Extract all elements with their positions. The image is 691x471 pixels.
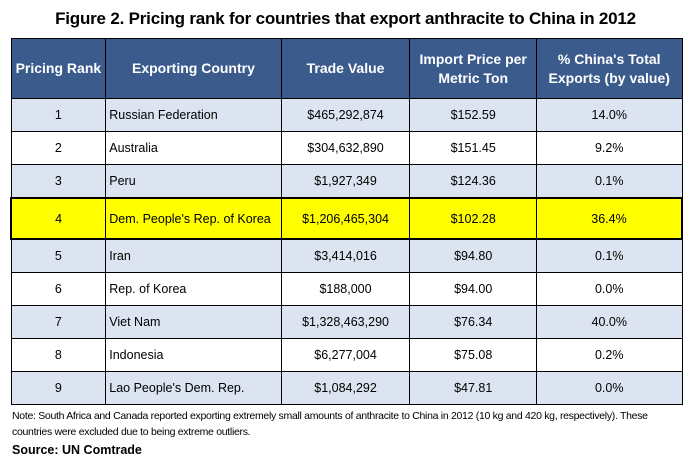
figure-title: Figure 2. Pricing rank for countries tha…	[55, 9, 636, 28]
rank-cell: 7	[10, 305, 107, 339]
trade-value-cell: $188,000	[280, 272, 411, 306]
header-exporting-country: Exporting Country	[105, 38, 282, 99]
footnote: Note: South Africa and Canada reported e…	[12, 410, 648, 438]
trade-value-cell: $6,277,004	[280, 338, 411, 372]
country-cell: Dem. People's Rep. of Korea	[105, 197, 282, 240]
country-cell: Indonesia	[105, 338, 282, 372]
table-row: 2 Australia $304,632,890 $151.45 9.2%	[10, 131, 683, 165]
import-price-cell: $102.28	[409, 197, 537, 240]
rank-cell: 6	[10, 272, 107, 306]
trade-value-cell: $3,414,016	[280, 238, 411, 273]
rank-cell: 5	[10, 238, 107, 273]
china-share-cell: 0.1%	[535, 238, 683, 273]
import-price-cell: $124.36	[409, 164, 537, 199]
table-row: 9 Lao People's Dem. Rep. $1,084,292 $47.81 0…	[10, 371, 683, 405]
trade-value-cell: $1,206,465,304	[280, 197, 411, 240]
trade-value-cell: $1,927,349	[280, 164, 411, 199]
import-price-cell: $94.80	[409, 238, 537, 273]
rank-cell: 3	[10, 164, 107, 199]
table-row: 6 Rep. of Korea $188,000 $94.00 0.0%	[10, 272, 683, 306]
rank-cell: 1	[10, 98, 107, 132]
trade-value-cell: $465,292,874	[280, 98, 411, 132]
import-price-cell: $94.00	[409, 272, 537, 306]
rank-cell: 2	[10, 131, 107, 165]
country-cell: Peru	[105, 164, 282, 199]
rank-cell: 9	[10, 371, 107, 405]
header-trade-value: Trade Value	[280, 38, 411, 99]
china-share-cell: 36.4%	[535, 197, 683, 240]
header-row: Pricing Rank Exporting Country Trade Val…	[10, 38, 683, 99]
table-row: 5 Iran $3,414,016 $94.80 0.1%	[10, 238, 683, 273]
header-china-share: % China's Total Exports (by value)	[535, 38, 683, 99]
trade-value-cell: $1,328,463,290	[280, 305, 411, 339]
china-share-cell: 0.1%	[535, 164, 683, 199]
china-share-cell: 14.0%	[535, 98, 683, 132]
rank-cell: 4	[10, 197, 107, 240]
country-cell: Iran	[105, 238, 282, 273]
china-share-cell: 0.0%	[535, 272, 683, 306]
header-import-price: Import Price per Metric Ton	[409, 38, 537, 99]
trade-value-cell: $1,084,292	[280, 371, 411, 405]
country-cell: Australia	[105, 131, 282, 165]
china-share-cell: 0.2%	[535, 338, 683, 372]
import-price-cell: $152.59	[409, 98, 537, 132]
china-share-cell: 9.2%	[535, 131, 683, 165]
country-cell: Rep. of Korea	[105, 272, 282, 306]
china-share-cell: 40.0%	[535, 305, 683, 339]
country-cell: Viet Nam	[105, 305, 282, 339]
table-row: 1 Russian Federation $465,292,874 $152.59 14…	[10, 98, 683, 132]
table-row: 8 Indonesia $6,277,004 $75.08 0.2%	[10, 338, 683, 372]
import-price-cell: $75.08	[409, 338, 537, 372]
import-price-cell: $47.81	[409, 371, 537, 405]
country-cell: Russian Federation	[105, 98, 282, 132]
trade-value-cell: $304,632,890	[280, 131, 411, 165]
table-row: 7 Viet Nam $1,328,463,290 $76.34 40.0%	[10, 305, 683, 339]
country-cell: Lao People's Dem. Rep.	[105, 371, 282, 405]
import-price-cell: $151.45	[409, 131, 537, 165]
header-pricing-rank: Pricing Rank	[10, 38, 107, 99]
table-row: 3 Peru $1,927,349 $124.36 0.1%	[10, 164, 683, 199]
rank-cell: 8	[10, 338, 107, 372]
import-price-cell: $76.34	[409, 305, 537, 339]
china-share-cell: 0.0%	[535, 371, 683, 405]
pricing-rank-table: Pricing Rank Exporting Country Trade Val…	[10, 38, 683, 405]
table-row: 4 Dem. People's Rep. of Korea $1,206,465,3…	[10, 197, 683, 240]
source-label: Source: UN Comtrade	[12, 443, 142, 457]
